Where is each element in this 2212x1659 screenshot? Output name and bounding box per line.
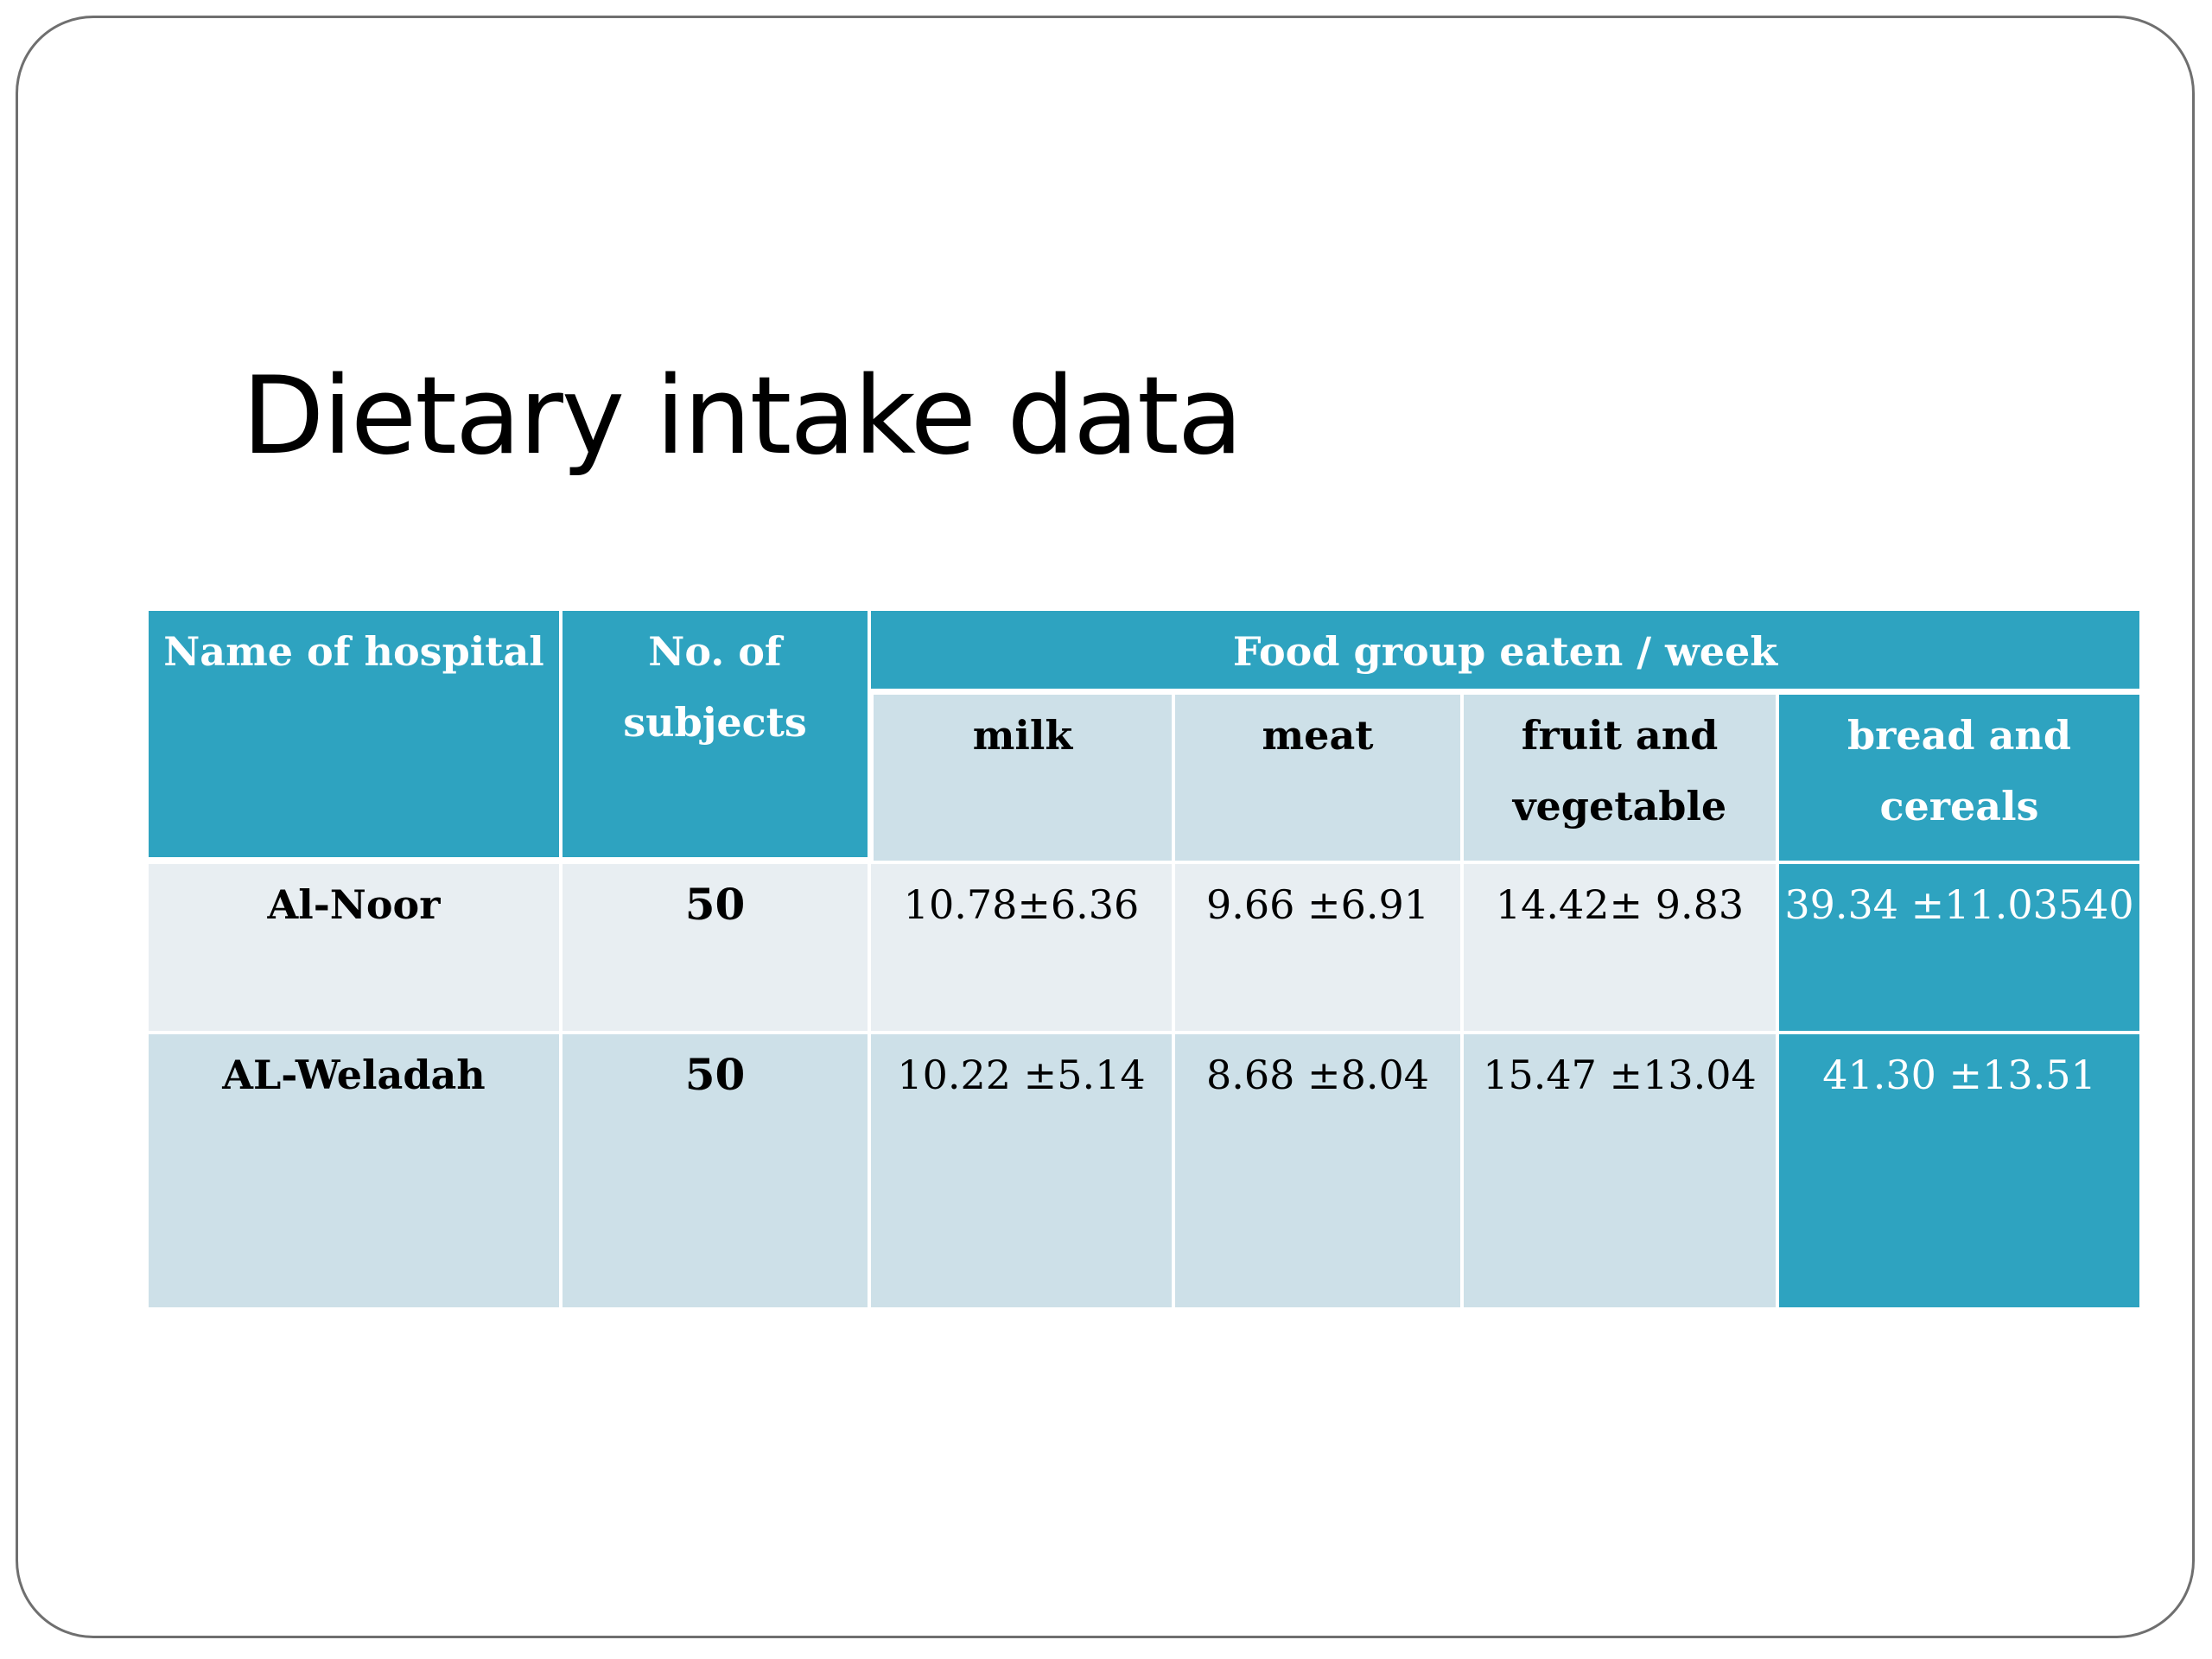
row1-subjects: 50 — [684, 879, 746, 930]
row2-subjects: 50 — [684, 1049, 746, 1100]
table-cell-hospital: Al-Noor — [149, 864, 559, 1031]
header-food-group: Food group eaten / week — [871, 611, 2139, 689]
header-meat: meat — [1175, 695, 1460, 861]
row2-bread: 41.30 ±13.51 — [1822, 1052, 2096, 1098]
row2-hospital: AL-Weladah — [222, 1052, 486, 1098]
table-cell-milk: 10.78±6.36 — [871, 864, 1172, 1031]
header-bread: bread and cereals — [1779, 695, 2139, 861]
header-bread-line1: bread and — [1847, 712, 2072, 759]
header-subjects-line2: subjects — [623, 699, 807, 746]
table-cell-meat: 9.66 ±6.91 — [1175, 864, 1460, 1031]
table-cell-subjects: 50 — [563, 864, 868, 1031]
table-cell-fruit: 15.47 ±13.04 — [1464, 1034, 1776, 1307]
row1-fruit: 14.42± 9.83 — [1495, 881, 1745, 928]
table-cell-bread: 39.34 ±11.03540 — [1779, 864, 2139, 1031]
header-meat-label: meat — [1262, 712, 1374, 759]
header-fruit-line2: vegetable — [1512, 783, 1727, 830]
table-cell-milk: 10.22 ±5.14 — [871, 1034, 1172, 1307]
table-cell-meat: 8.68 ±8.04 — [1175, 1034, 1460, 1307]
slide-title: Dietary intake data — [242, 354, 1243, 479]
table-cell-hospital: AL-Weladah — [149, 1034, 559, 1307]
row1-bread: 39.34 ±11.03540 — [1784, 881, 2134, 928]
header-subjects-line1: No. of — [648, 628, 782, 675]
row2-meat: 8.68 ±8.04 — [1205, 1052, 1429, 1098]
table-cell-fruit: 14.42± 9.83 — [1464, 864, 1776, 1031]
table-cell-subjects: 50 — [563, 1034, 868, 1307]
header-hospital-label: Name of hospital — [163, 628, 544, 675]
row1-meat: 9.66 ±6.91 — [1205, 881, 1429, 928]
header-milk: milk — [874, 695, 1172, 861]
header-fruit-line1: fruit and — [1521, 712, 1719, 759]
row1-hospital: Al-Noor — [267, 881, 441, 928]
header-subjects: No. of subjects — [563, 611, 868, 857]
row2-milk: 10.22 ±5.14 — [897, 1052, 1146, 1098]
row2-fruit: 15.47 ±13.04 — [1483, 1052, 1757, 1098]
table-cell-bread: 41.30 ±13.51 — [1779, 1034, 2139, 1307]
header-bread-line2: cereals — [1879, 783, 2039, 830]
row1-milk: 10.78±6.36 — [903, 881, 1140, 928]
header-fruit: fruit and vegetable — [1464, 695, 1776, 861]
header-milk-label: milk — [972, 712, 1073, 759]
header-food-group-label: Food group eaten / week — [1232, 628, 1778, 675]
header-hospital: Name of hospital — [149, 611, 559, 857]
